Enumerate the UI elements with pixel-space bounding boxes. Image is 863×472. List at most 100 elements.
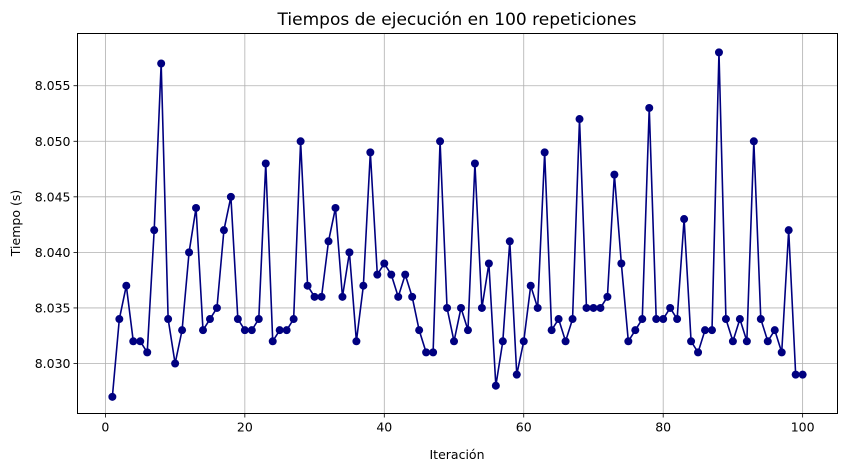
data-point — [610, 170, 619, 179]
y-tick-label: 8.055 — [35, 78, 71, 93]
data-point — [694, 348, 703, 357]
data-point — [178, 326, 187, 335]
data-point — [380, 259, 389, 268]
data-point — [784, 226, 793, 235]
data-point — [115, 315, 124, 324]
data-point — [143, 348, 152, 357]
y-tick-label: 8.040 — [35, 245, 71, 260]
data-point — [728, 337, 737, 346]
data-point — [666, 303, 675, 312]
data-point — [687, 337, 696, 346]
data-point — [617, 259, 626, 268]
series-line — [111, 52, 803, 397]
data-point — [680, 215, 689, 224]
data-points — [108, 48, 807, 401]
data-point — [345, 248, 354, 257]
data-point — [721, 315, 730, 324]
data-point — [742, 337, 751, 346]
data-point — [596, 303, 605, 312]
data-point — [443, 303, 452, 312]
data-point — [164, 315, 173, 324]
data-point — [708, 326, 716, 335]
y-tick-label: 8.045 — [35, 189, 71, 204]
data-point — [463, 326, 472, 335]
data-point — [359, 281, 368, 290]
data-point — [157, 59, 166, 68]
data-point — [129, 337, 138, 346]
data-point — [387, 270, 396, 279]
data-point — [366, 148, 375, 157]
data-point — [477, 303, 486, 312]
data-point — [491, 381, 500, 390]
data-point — [568, 315, 577, 324]
x-tick-label: 40 — [376, 420, 392, 435]
data-point — [561, 337, 570, 346]
data-point — [533, 303, 542, 312]
data-point — [645, 103, 654, 112]
data-point — [526, 281, 535, 290]
data-point — [575, 115, 584, 124]
data-point — [582, 303, 591, 312]
data-point — [505, 237, 514, 246]
x-tick-label: 60 — [516, 420, 532, 435]
data-point — [770, 326, 779, 335]
data-point — [352, 337, 361, 346]
data-point — [373, 270, 382, 279]
data-point — [554, 315, 563, 324]
grid — [77, 33, 838, 414]
data-point — [498, 337, 507, 346]
data-point — [519, 337, 528, 346]
axis-ticks: 0 20 40 60 80 100 8.030 8.035 8.040 8.045 8.050 8.0… — [35, 78, 815, 434]
data-point — [798, 370, 807, 379]
data-point — [756, 315, 765, 324]
data-point — [212, 303, 221, 312]
data-point — [512, 370, 521, 379]
data-point — [324, 237, 333, 246]
data-point — [603, 292, 612, 301]
x-axis-label: Iteración — [430, 447, 485, 462]
data-point — [205, 315, 214, 324]
data-point — [401, 270, 410, 279]
data-point — [631, 326, 640, 335]
data-point — [589, 303, 598, 312]
data-point — [791, 370, 800, 379]
data-point — [275, 326, 284, 335]
data-point — [429, 348, 438, 357]
y-axis-label: Tiempo (s) — [8, 190, 23, 257]
data-point — [338, 292, 347, 301]
y-tick-label: 8.050 — [35, 134, 71, 149]
data-point — [185, 248, 194, 257]
data-point — [331, 203, 340, 212]
data-point — [540, 148, 549, 157]
data-point — [624, 337, 633, 346]
data-point — [303, 281, 312, 290]
data-point — [652, 315, 661, 324]
data-point — [450, 337, 459, 346]
x-tick-label: 80 — [655, 420, 671, 435]
data-point — [714, 48, 723, 57]
data-point — [247, 326, 256, 335]
data-point — [240, 326, 249, 335]
data-point — [394, 292, 403, 301]
data-point — [749, 137, 758, 146]
data-point — [122, 281, 131, 290]
data-point — [659, 315, 668, 324]
chart-title: Tiempos de ejecución en 100 repeticiones — [277, 10, 637, 30]
data-point — [108, 392, 117, 401]
x-tick-label: 0 — [101, 420, 109, 435]
y-tick-label: 8.030 — [35, 356, 71, 371]
plot-area-frame — [77, 33, 838, 414]
data-point — [484, 259, 493, 268]
data-point — [763, 337, 772, 346]
data-point — [192, 203, 201, 212]
x-tick-label: 100 — [791, 420, 815, 435]
data-point — [282, 326, 291, 335]
data-point — [456, 303, 465, 312]
data-point — [199, 326, 207, 335]
x-tick-label: 20 — [237, 420, 253, 435]
data-point — [470, 159, 479, 168]
data-point — [673, 315, 682, 324]
data-point — [735, 315, 744, 324]
data-point — [296, 137, 305, 146]
